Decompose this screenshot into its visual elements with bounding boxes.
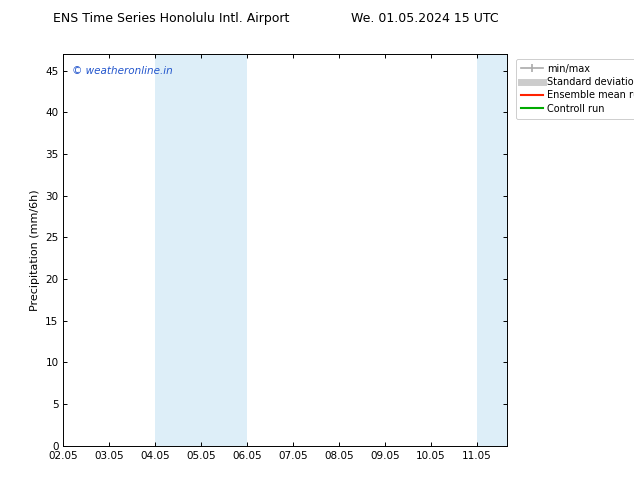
Text: ENS Time Series Honolulu Intl. Airport: ENS Time Series Honolulu Intl. Airport bbox=[53, 12, 289, 25]
Text: © weatheronline.in: © weatheronline.in bbox=[72, 66, 173, 75]
Bar bbox=[477, 54, 492, 446]
Bar bbox=[201, 54, 247, 446]
Text: We. 01.05.2024 15 UTC: We. 01.05.2024 15 UTC bbox=[351, 12, 498, 25]
Y-axis label: Precipitation (mm/6h): Precipitation (mm/6h) bbox=[30, 189, 40, 311]
Legend: min/max, Standard deviation, Ensemble mean run, Controll run: min/max, Standard deviation, Ensemble me… bbox=[517, 59, 634, 119]
Bar bbox=[492, 54, 507, 446]
Bar bbox=[155, 54, 201, 446]
